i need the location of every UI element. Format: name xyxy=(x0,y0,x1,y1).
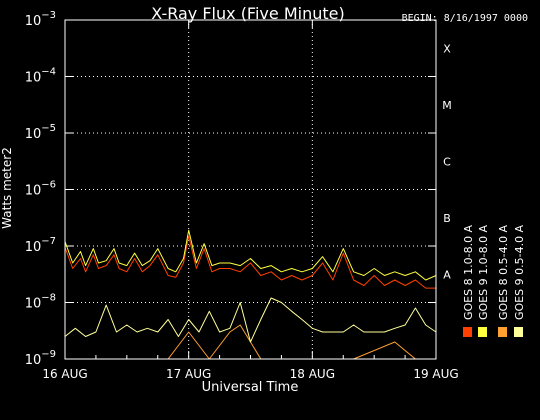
x-tick-label: 17 AUG xyxy=(166,367,211,381)
y-tick-label: 10−6 xyxy=(25,180,56,199)
series-line xyxy=(64,229,437,281)
legend-swatch xyxy=(514,327,523,337)
legend-swatch xyxy=(498,327,507,337)
legend-label: GOES 9 0.5-4.0 A xyxy=(513,224,526,320)
legend-label: GOES 9 1.0-8.0 A xyxy=(477,224,490,320)
y-tick-label: 10−3 xyxy=(25,10,56,29)
x-tick-label: 19 AUG xyxy=(413,367,458,381)
x-axis-ticks: 16 AUG 17 AUG 18 AUG 19 AUG xyxy=(42,20,459,381)
legend-label: GOES 8 0.5-4.0 A xyxy=(497,224,510,320)
y-tick-label: 10−4 xyxy=(25,67,56,86)
grid-lines xyxy=(65,20,436,359)
y-tick-label: 10−7 xyxy=(25,236,56,255)
flare-class-label: X xyxy=(443,42,451,55)
flare-class-labels: A B C M X xyxy=(442,42,452,281)
x-tick-label: 18 AUG xyxy=(290,367,335,381)
y-axis-ticks: 10−9 10−8 10−7 10−6 10−5 10−4 10−3 xyxy=(25,10,436,368)
flare-class-label: M xyxy=(442,99,452,112)
legend-swatch xyxy=(478,327,487,337)
plot-frame xyxy=(64,19,437,360)
series-line xyxy=(64,235,436,289)
series-line xyxy=(64,297,437,343)
x-tick-label: 16 AUG xyxy=(42,367,87,381)
begin-label: BEGIN: 8/16/1997 0000 xyxy=(402,13,528,24)
x-axis-label: Universal Time xyxy=(202,380,299,395)
legend-swatch xyxy=(463,327,472,337)
legend-label: GOES 8 1.0-8.0 A xyxy=(462,224,475,320)
legend: GOES 8 1.0-8.0 A GOES 9 1.0-8.0 A GOES 8 0… xyxy=(462,224,526,337)
chart-title: X-Ray Flux (Five Minute) xyxy=(151,4,344,23)
y-tick-label: 10−5 xyxy=(25,123,56,142)
y-tick-label: 10−9 xyxy=(25,349,56,368)
flare-class-label: A xyxy=(443,268,451,281)
flare-class-label: C xyxy=(443,155,451,168)
flare-class-label: B xyxy=(443,212,451,225)
y-axis-label: Watts meter2 xyxy=(0,147,14,229)
y-tick-label: 10−8 xyxy=(25,293,56,312)
